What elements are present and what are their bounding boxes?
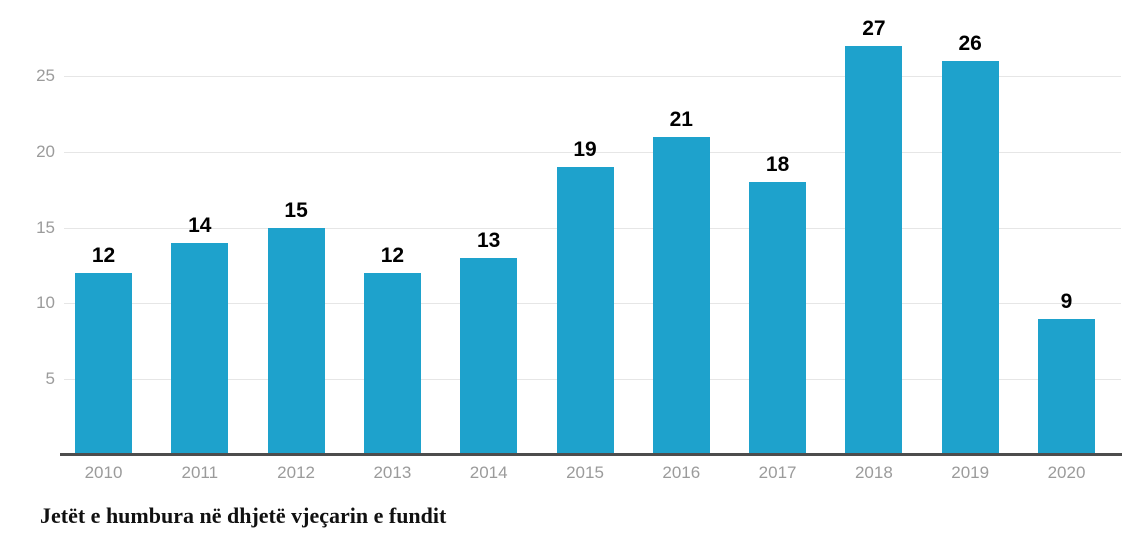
bar-value-label: 27	[862, 16, 886, 40]
x-axis-tick-label: 2016	[662, 463, 701, 482]
x-axis-tick-label: 2011	[181, 463, 219, 482]
x-axis-tick-label: 2019	[951, 463, 990, 482]
gridline	[64, 75, 1121, 77]
x-axis-tick-label: 2012	[277, 463, 315, 482]
bar-2015	[556, 166, 614, 455]
bar-2013	[363, 273, 421, 455]
y-axis-tick-label: 15	[36, 217, 55, 237]
bar-value-label: 14	[188, 213, 212, 237]
bar-value-label: 26	[958, 31, 982, 55]
bar-value-label: 9	[1060, 289, 1073, 313]
x-axis-tick-label: 2018	[854, 463, 893, 482]
bar-value-label: 12	[91, 244, 116, 267]
bar-value-label: 19	[573, 137, 597, 161]
bar-2019	[941, 60, 999, 455]
x-axis-tick-label: 2017	[758, 463, 797, 482]
bar-2010	[75, 273, 132, 455]
y-axis-tick-label: 20	[36, 141, 55, 161]
x-axis-tick-label: 2020	[1047, 463, 1086, 482]
bar-value-label: 12	[380, 244, 405, 267]
bar-2012	[267, 227, 325, 455]
bar-2017	[749, 182, 807, 455]
y-axis-tick-label: 25	[36, 65, 55, 85]
x-axis-tick-label: 2013	[373, 463, 412, 482]
bar-value-label: 18	[765, 153, 790, 176]
bar-value-label: 21	[669, 107, 693, 131]
bar-2020	[1038, 318, 1095, 455]
x-axis-baseline	[60, 453, 1122, 456]
bar-2011	[171, 242, 229, 455]
bar-value-label: 15	[284, 198, 308, 222]
bar-2018	[845, 45, 903, 455]
y-axis-tick-label: 5	[45, 369, 55, 389]
x-axis-tick-label: 2010	[84, 463, 123, 482]
x-axis-tick-label: 2014	[469, 463, 508, 482]
bar-2014	[460, 257, 518, 455]
x-axis-tick-label: 2015	[566, 463, 604, 482]
chart-title: Jetët e humbura në dhjetë vjeçarin e fun…	[40, 503, 447, 528]
y-axis-tick-label: 10	[36, 293, 55, 313]
bar-value-label: 13	[477, 228, 501, 252]
gridline	[64, 151, 1121, 153]
bar-2016	[652, 136, 710, 455]
